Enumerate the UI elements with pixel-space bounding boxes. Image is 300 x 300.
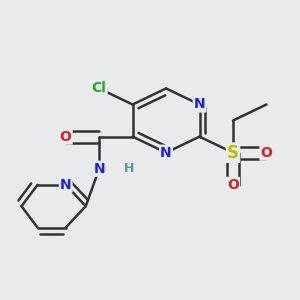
Text: N: N [93, 162, 105, 176]
Text: N: N [194, 98, 205, 112]
Text: Cl: Cl [92, 81, 106, 95]
Text: O: O [227, 178, 239, 192]
Text: N: N [60, 178, 71, 192]
Text: N: N [160, 146, 172, 160]
Text: S: S [227, 144, 239, 162]
Text: O: O [60, 130, 72, 144]
Text: H: H [123, 162, 134, 175]
Text: O: O [260, 146, 272, 160]
